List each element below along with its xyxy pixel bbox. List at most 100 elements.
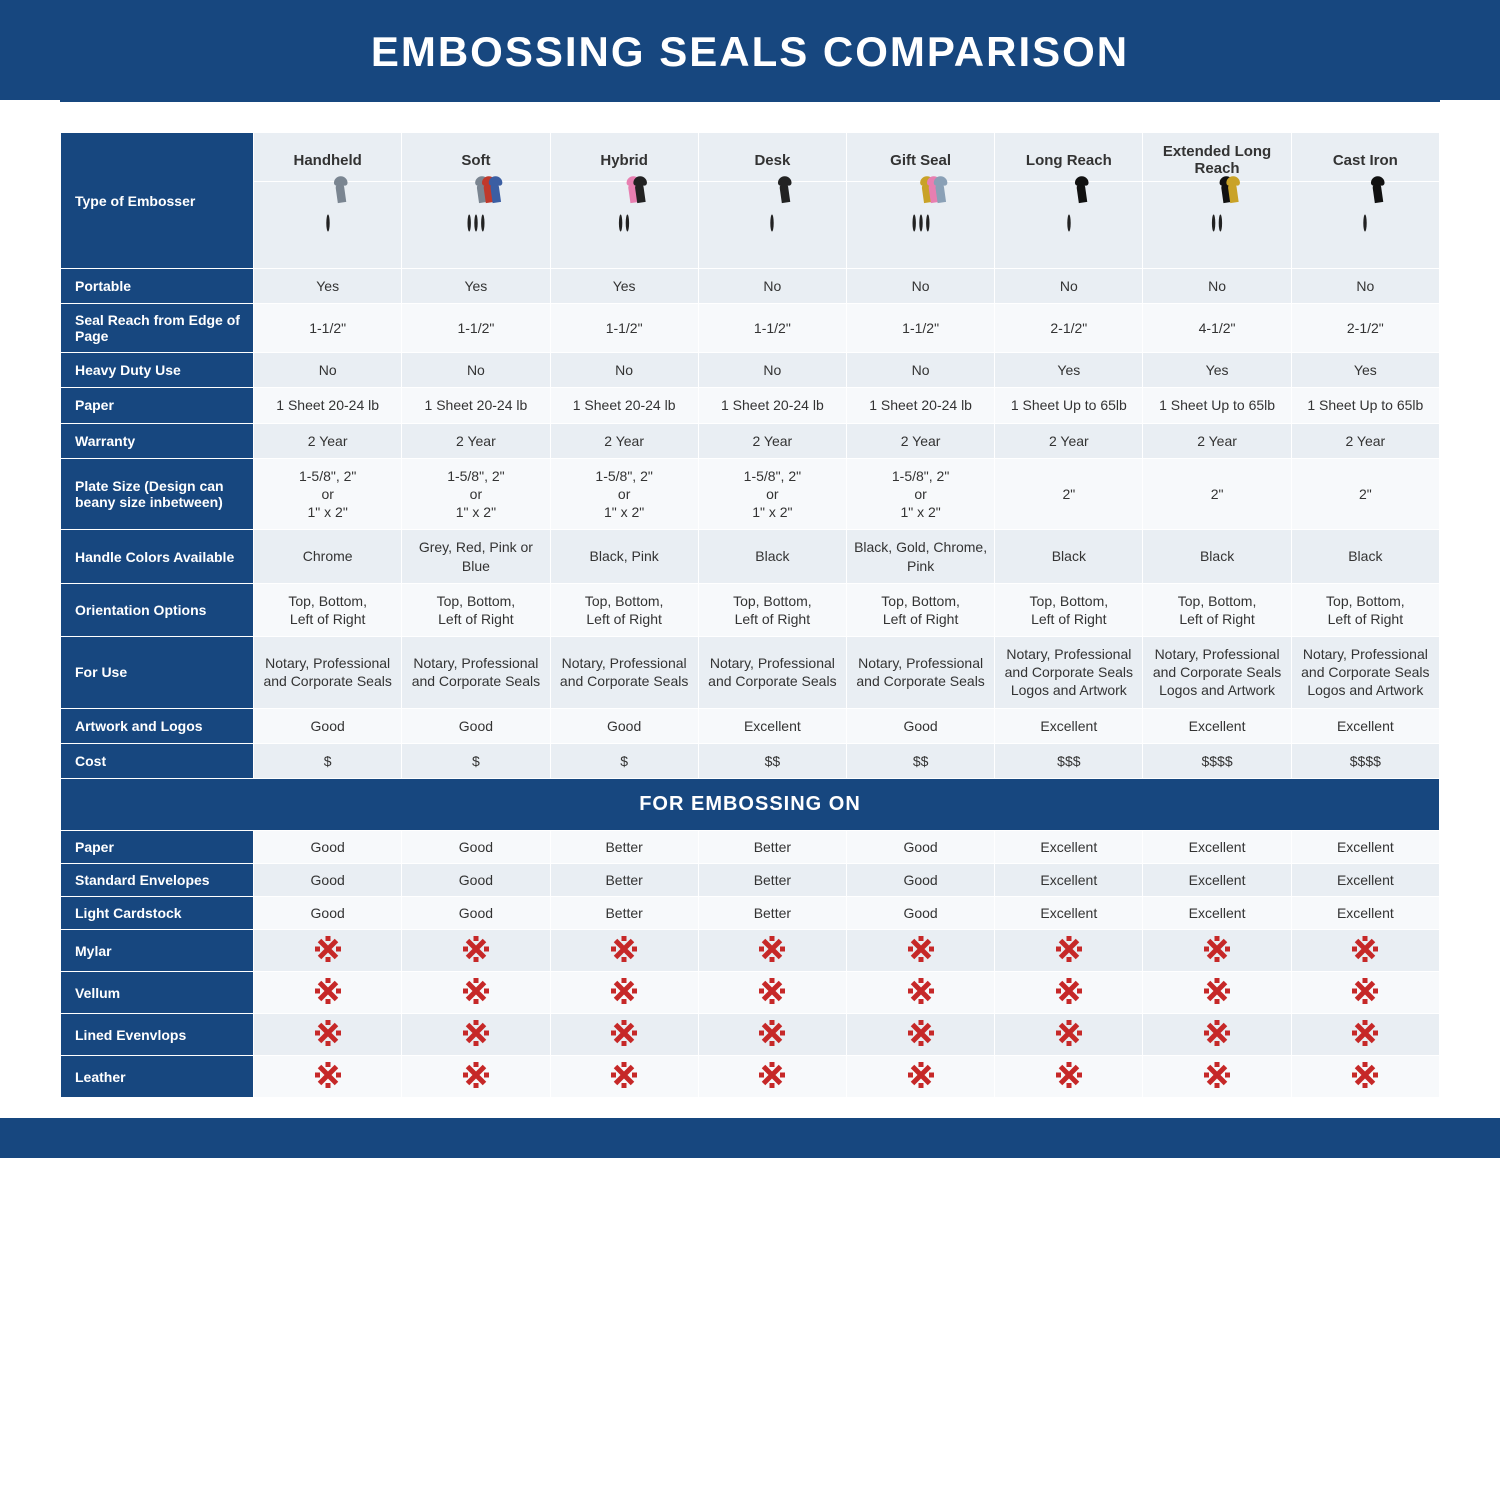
table-cell [402,1056,550,1098]
table-cell: Good [402,831,550,864]
table-cell: Top, Bottom,Left of Right [1143,583,1291,636]
not-recommended-icon [1206,938,1228,960]
table-cell: Good [254,708,402,743]
table-cell: Excellent [1291,897,1439,930]
table-cell: Top, Bottom,Left of Right [698,583,846,636]
embosser-image-soft [402,182,550,269]
column-header: Soft [402,133,550,182]
row-label: Orientation Options [61,583,254,636]
table-cell: 1-1/2" [698,304,846,353]
table-cell: Better [550,831,698,864]
not-recommended-icon [317,938,339,960]
table-cell: Grey, Red, Pink or Blue [402,530,550,583]
not-recommended-icon [465,1022,487,1044]
not-recommended-icon [1354,1064,1376,1086]
table-cell: Yes [1291,353,1439,388]
not-recommended-icon [1354,938,1376,960]
table-cell: Better [698,897,846,930]
table-cell [846,972,994,1014]
page-title: EMBOSSING SEALS COMPARISON [0,28,1500,76]
table-cell: No [846,353,994,388]
table-cell [698,930,846,972]
table-cell [995,1056,1143,1098]
table-cell: $ [550,743,698,778]
row-label: Mylar [61,930,254,972]
table-cell [995,1014,1143,1056]
table-cell: 2 Year [1291,423,1439,458]
table-cell: No [402,353,550,388]
table-cell: 2" [1143,458,1291,530]
table-cell: 1 Sheet Up to 65lb [995,388,1143,423]
table-cell: Excellent [1143,831,1291,864]
table-cell [254,972,402,1014]
not-recommended-icon [613,1064,635,1086]
not-recommended-icon [317,1064,339,1086]
table-cell: Yes [254,269,402,304]
not-recommended-icon [1058,1064,1080,1086]
row-label: Handle Colors Available [61,530,254,583]
table-cell: 1-1/2" [402,304,550,353]
table-cell: Black, Pink [550,530,698,583]
table-cell: Better [550,864,698,897]
table-cell: Excellent [1143,864,1291,897]
embosser-image-hybrid [550,182,698,269]
table-cell: $$ [846,743,994,778]
table-cell [550,1014,698,1056]
column-header: Extended Long Reach [1143,133,1291,182]
table-cell: Better [698,831,846,864]
embosser-image-handheld [254,182,402,269]
comparison-table: Type of EmbosserHandheldSoftHybridDeskGi… [60,132,1440,1098]
table-cell: Better [550,897,698,930]
row-label: Seal Reach from Edge of Page [61,304,254,353]
row-label: Cost [61,743,254,778]
not-recommended-icon [761,980,783,1002]
table-cell [1291,972,1439,1014]
table-cell [402,1014,550,1056]
table-cell: 2 Year [846,423,994,458]
table-cell: No [1291,269,1439,304]
table-cell: Yes [1143,353,1291,388]
table-cell: $ [402,743,550,778]
table-cell: 4-1/2" [1143,304,1291,353]
not-recommended-icon [1354,1022,1376,1044]
table-cell [995,930,1143,972]
table-cell: Better [698,864,846,897]
table-cell: Good [846,864,994,897]
table-cell [1291,1014,1439,1056]
not-recommended-icon [910,1064,932,1086]
embosser-image-gift-seal [846,182,994,269]
table-cell: Good [402,897,550,930]
table-cell: No [698,269,846,304]
table-cell: Excellent [995,864,1143,897]
table-cell: No [995,269,1143,304]
table-cell [550,1056,698,1098]
table-cell: 1 Sheet Up to 65lb [1291,388,1439,423]
table-cell: Notary, Professional and Corporate Seals… [995,637,1143,709]
table-cell: Excellent [1291,864,1439,897]
table-cell: Notary, Professional and Corporate Seals [698,637,846,709]
not-recommended-icon [613,1022,635,1044]
table-cell: Good [846,708,994,743]
table-cell: 1 Sheet 20-24 lb [550,388,698,423]
table-cell: Black [1143,530,1291,583]
table-cell: Excellent [1143,897,1291,930]
table-cell: No [550,353,698,388]
row-label: Warranty [61,423,254,458]
table-cell: Good [550,708,698,743]
table-cell: Notary, Professional and Corporate Seals [550,637,698,709]
table-cell: $ [254,743,402,778]
not-recommended-icon [761,1022,783,1044]
row-label: Portable [61,269,254,304]
table-cell [1291,1056,1439,1098]
table-cell: Notary, Professional and Corporate Seals [402,637,550,709]
not-recommended-icon [761,938,783,960]
column-header: Gift Seal [846,133,994,182]
table-cell: No [698,353,846,388]
table-cell [254,1014,402,1056]
table-cell: 1 Sheet 20-24 lb [846,388,994,423]
table-cell [402,972,550,1014]
row-label: Heavy Duty Use [61,353,254,388]
table-cell: $$$ [995,743,1143,778]
column-header: Cast Iron [1291,133,1439,182]
row-label: Standard Envelopes [61,864,254,897]
